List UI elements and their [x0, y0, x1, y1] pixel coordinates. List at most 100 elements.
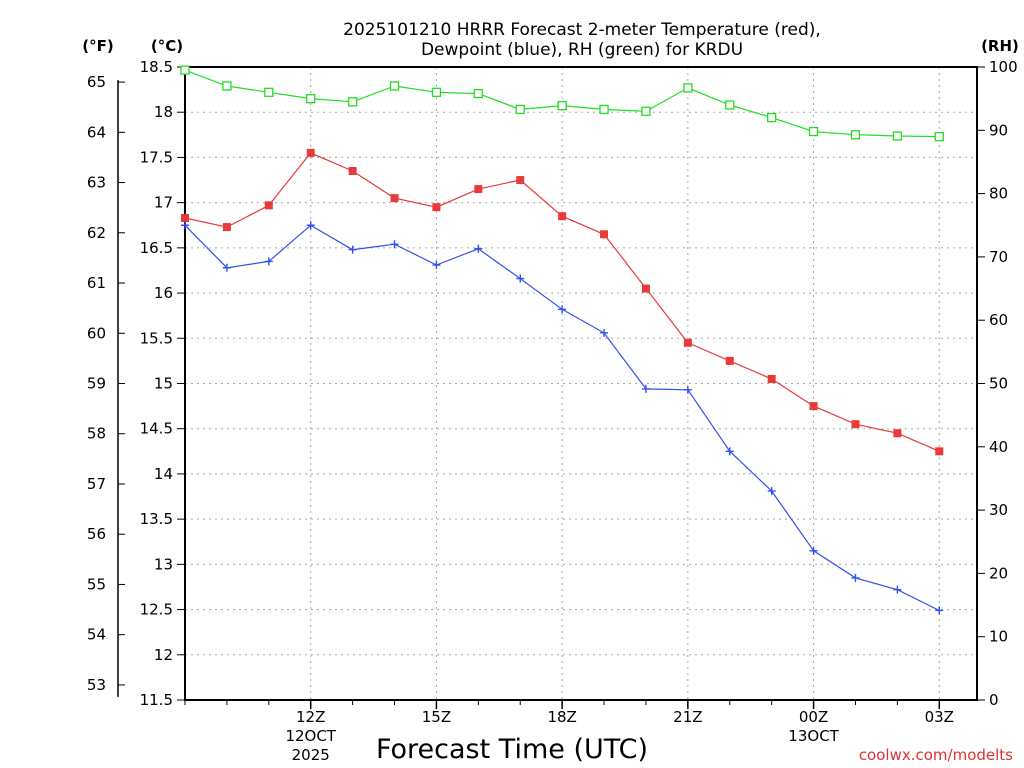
tick-labels: 11.5 12 12.5 13 13.5 14 14.5 15 15.5 16 16.5 17 17.5…	[87, 58, 1018, 764]
dewpoint-point	[725, 447, 734, 456]
fahrenheit-axis-unit: (°F)	[82, 37, 113, 55]
temperature-point	[390, 194, 399, 203]
dewpoint-point	[390, 240, 399, 249]
celsius-tick-label: 17.5	[140, 148, 173, 166]
rh-tick-label: 80	[989, 185, 1008, 203]
rh-tick-label: 10	[989, 628, 1008, 646]
dewpoint-point	[306, 221, 315, 230]
temperature-point	[725, 356, 734, 365]
celsius-tick-label: 18.5	[140, 58, 173, 76]
x-axis-label: Forecast Time (UTC)	[376, 734, 648, 765]
fahrenheit-tick-label: 54	[87, 626, 106, 644]
x-tick-label: 13OCT	[788, 727, 839, 745]
fahrenheit-tick-label: 62	[87, 224, 106, 242]
celsius-tick-label: 11.5	[140, 691, 173, 709]
gridlines	[185, 66, 977, 701]
rh-tick-label: 0	[989, 691, 999, 709]
celsius-tick-label: 12.5	[140, 601, 173, 619]
temperature-point	[767, 374, 776, 383]
celsius-tick-label: 15.5	[140, 329, 173, 347]
rh-point	[557, 100, 567, 111]
data-series	[180, 65, 944, 615]
temperature-point	[809, 402, 818, 411]
fahrenheit-tick-label: 56	[87, 525, 106, 543]
rh-point	[306, 94, 316, 104]
chart-title-line-1: 2025101210 HRRR Forecast 2-meter Tempera…	[343, 20, 821, 40]
dewpoint-point	[809, 546, 818, 555]
series-temperature	[181, 148, 944, 456]
rh-tick-label: 70	[989, 248, 1008, 266]
temperature-point	[474, 185, 483, 194]
dewpoint-point	[558, 305, 567, 314]
rh-tick-label: 90	[989, 121, 1008, 139]
rh-point	[808, 126, 819, 137]
rh-point	[347, 97, 358, 107]
rh-point	[641, 106, 651, 116]
celsius-tick-label: 12	[154, 646, 173, 664]
temperature-point	[641, 284, 650, 293]
rh-point	[515, 104, 525, 115]
rh-point	[180, 65, 190, 75]
fahrenheit-tick-label: 64	[87, 123, 106, 141]
temperature-point	[516, 176, 525, 185]
dewpoint-point	[641, 384, 650, 393]
dewpoint-point	[600, 328, 609, 337]
x-tick-label: 12Z	[296, 708, 325, 726]
rh-point	[767, 112, 777, 123]
dewpoint-point	[516, 274, 525, 283]
x-tick-label: 00Z	[799, 708, 828, 726]
rh-point	[850, 130, 861, 140]
celsius-tick-label: 17	[154, 194, 173, 212]
fahrenheit-tick-label: 57	[87, 475, 106, 493]
temperature-point	[264, 201, 273, 210]
series-rh	[180, 65, 944, 142]
x-tick-label: 12OCT	[285, 727, 336, 745]
rh-tick-label: 40	[989, 438, 1008, 456]
rh-tick-label: 50	[989, 375, 1008, 393]
rh-point	[222, 81, 232, 91]
x-tick-label: 18Z	[547, 708, 576, 726]
dewpoint-point	[893, 585, 902, 594]
dewpoint-point	[767, 487, 776, 496]
temperature-point	[222, 223, 231, 232]
dewpoint-point	[348, 245, 357, 254]
celsius-tick-label: 13	[154, 555, 173, 573]
rh-point	[389, 81, 400, 91]
temperature-point	[181, 214, 189, 223]
fahrenheit-tick-label: 65	[87, 73, 106, 91]
temperature-point	[348, 166, 357, 175]
rh-point	[599, 104, 609, 115]
temperature-point	[432, 203, 441, 212]
x-tick-label: 03Z	[925, 708, 954, 726]
fahrenheit-tick-label: 58	[87, 425, 106, 443]
rh-point	[264, 87, 274, 97]
celsius-tick-label: 14.5	[140, 420, 173, 438]
rh-tick-label: 100	[989, 58, 1018, 76]
dewpoint-point	[181, 221, 189, 230]
celsius-tick-label: 16.5	[140, 239, 173, 257]
temperature-point	[306, 148, 315, 157]
celsius-tick-label: 18	[154, 103, 173, 121]
rh-point	[473, 88, 483, 99]
celsius-tick-label: 13.5	[140, 510, 173, 528]
fahrenheit-tick-label: 61	[87, 274, 106, 292]
dewpoint-point	[264, 257, 273, 266]
celsius-axis-unit: (°C)	[151, 37, 183, 55]
dewpoint-point	[432, 261, 441, 270]
celsius-tick-label: 15	[154, 375, 173, 393]
rh-point	[431, 87, 442, 97]
fahrenheit-tick-label: 55	[87, 575, 106, 593]
chart-title-line-2: Dewpoint (blue), RH (green) for KRDU	[421, 40, 743, 60]
rh-point	[934, 131, 944, 142]
dewpoint-point	[851, 573, 860, 582]
x-tick-label: 2025	[292, 746, 330, 764]
rh-point	[725, 100, 735, 110]
rh-tick-label: 30	[989, 501, 1008, 519]
temperature-point	[683, 338, 692, 347]
temperature-point	[851, 420, 860, 429]
temperature-point	[600, 230, 609, 239]
rh-axis-unit: (RH)	[981, 37, 1019, 55]
axes	[117, 66, 985, 709]
x-tick-label: 21Z	[673, 708, 702, 726]
credit-text: coolwx.com/modelts	[859, 746, 1013, 764]
